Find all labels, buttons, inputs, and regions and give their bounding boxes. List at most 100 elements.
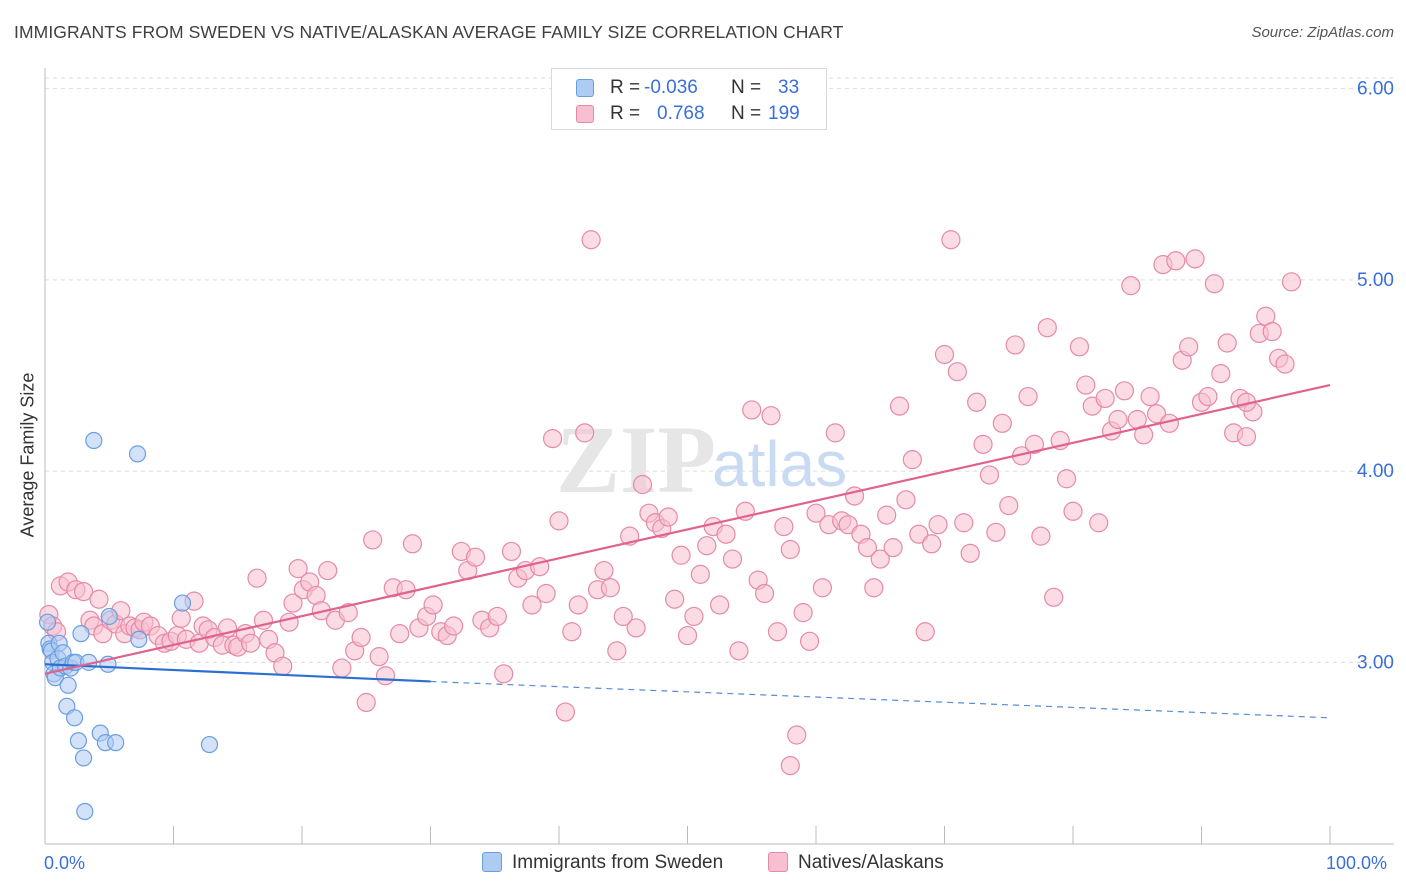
native-point [613,606,633,627]
native-point [934,344,955,365]
native-point [536,583,556,604]
sweden-point [200,735,219,754]
native-point [787,725,807,745]
source-label: Source: ZipAtlas.com [1251,24,1394,41]
native-point [1069,337,1090,357]
native-point [1204,274,1224,294]
legend-n-label: N = [731,77,762,98]
sweden-point [72,625,90,643]
native-point [1095,388,1115,409]
native-point [607,641,627,661]
bottom-legend-swatch-sweden [482,852,502,872]
grid-lines [45,77,1394,663]
y-tick-label: 3.00 [1357,652,1394,673]
native-point [754,583,775,604]
native-point [568,595,588,615]
sweden-point [130,630,148,648]
axes [44,68,1394,845]
legend-swatch-native [576,105,594,123]
native-point [1056,469,1077,489]
native-point [883,538,903,558]
native-point [793,603,813,623]
y-tick-labels: 3.00 4.00 5.00 6.00 [1357,79,1394,674]
native-point [902,450,922,470]
sweden-point [128,445,147,463]
native-point [444,616,464,636]
native-point [658,507,678,527]
native-point [423,595,443,615]
watermark-zip: ZIP [556,406,716,513]
y-tick-label: 6.00 [1357,79,1394,100]
native-point [522,595,542,615]
y-tick-label: 5.00 [1357,270,1394,291]
native-point [986,522,1006,542]
native-point [947,362,967,382]
native-point [241,633,261,653]
native-point [171,608,191,628]
sweden-point [100,607,118,626]
legend-r-label: R = [610,103,641,124]
native-point [928,515,948,535]
native-point [677,625,698,646]
native-point [632,474,653,495]
native-point [684,606,704,627]
native-point [247,568,267,588]
native-point [870,549,890,569]
native-point [1018,386,1038,407]
x-tick-label-min: 0.0% [44,853,86,873]
native-point [594,560,614,581]
native-point [915,622,935,642]
native-point [857,538,878,558]
native-point [999,495,1019,516]
native-point [767,622,788,642]
native-point [780,755,800,776]
native-point [909,524,929,544]
native-point [973,434,993,454]
native-point [273,656,293,676]
native-point [1198,386,1218,407]
native-point [716,524,736,544]
native-point [877,505,897,525]
native-point [89,589,109,609]
native-point [992,413,1012,433]
native-point [1179,337,1199,357]
native-point [896,490,916,510]
native-point [465,547,486,567]
watermark: ZIP atlas [556,406,847,513]
bottom-legend-swatch-native [768,852,788,872]
native-point [1217,333,1237,353]
native-point [941,230,961,250]
native-point [1140,386,1160,407]
series-immigrants-from-sweden [38,431,219,821]
native-point [549,511,569,531]
legend-r-value: -0.036 [644,77,698,98]
native-point [369,647,389,667]
native-point [279,612,299,632]
sweden-trend-extension [430,680,1331,719]
native-point [542,429,563,449]
legend-n-value: 33 [778,77,800,98]
native-point [774,516,794,537]
watermark-atlas: atlas [712,428,847,500]
x-tick-label-max: 100.0% [1326,853,1388,873]
native-point [1281,272,1302,292]
sweden-point [107,734,125,752]
legend-swatch-sweden [576,79,594,97]
native-point [283,593,303,613]
native-point [710,595,730,615]
native-point [922,534,942,554]
native-point [761,406,781,426]
bottom-legend-sweden: Immigrants from Sweden [482,852,723,874]
native-point [1211,364,1231,384]
native-point [318,560,338,581]
sweden-point [65,709,84,727]
native-point [812,578,833,598]
native-point [501,541,522,562]
native-point [1005,335,1025,355]
native-point [562,622,582,642]
native-point [487,606,507,627]
native-point [73,581,94,602]
native-point [363,530,383,550]
native-point [1166,251,1186,271]
sweden-point [173,594,192,612]
